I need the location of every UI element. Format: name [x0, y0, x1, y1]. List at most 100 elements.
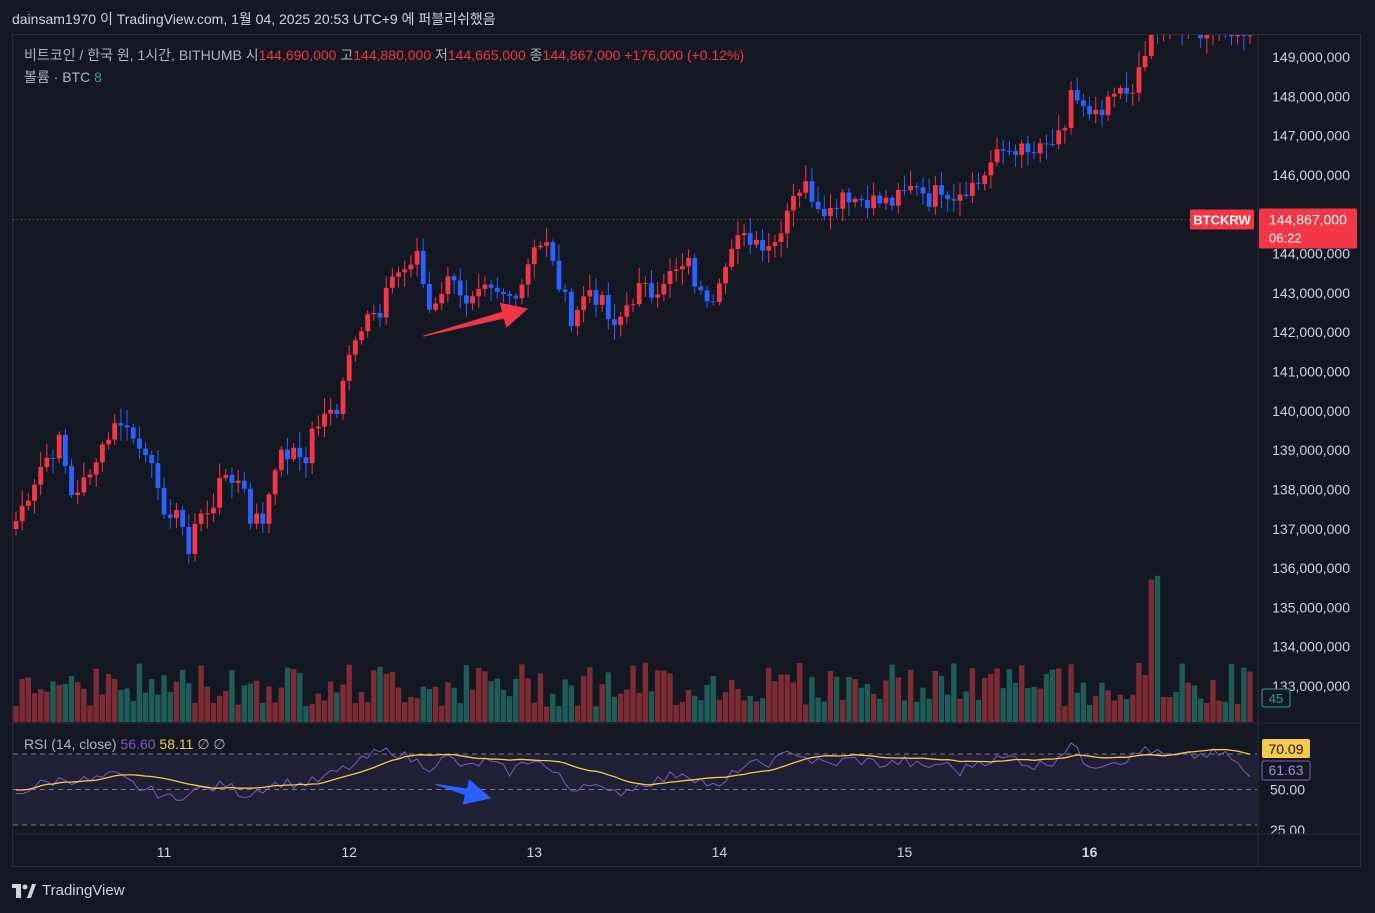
candle-body: [852, 198, 858, 203]
volume-bar: [1142, 675, 1148, 722]
candle-body: [1229, 35, 1234, 37]
volume-bar: [821, 701, 827, 722]
candle-body: [383, 287, 389, 318]
volume-bar: [778, 674, 784, 722]
volume-bar: [1049, 669, 1056, 722]
volume-bar: [772, 681, 778, 722]
volume-label: 볼륨 · BTC: [24, 69, 91, 85]
candle-body: [599, 295, 605, 305]
tradingview-logo-icon: [12, 883, 36, 898]
candle-body: [846, 192, 852, 203]
volume-bar: [99, 694, 106, 722]
volume-bar: [1105, 690, 1111, 722]
volume-bar: [1093, 696, 1099, 722]
rsi-lines: [15, 742, 1251, 801]
volume-bar: [679, 701, 686, 722]
candle-body: [636, 283, 642, 305]
candle-body: [550, 242, 556, 261]
volume-bar: [1204, 702, 1210, 722]
volume-bar: [1006, 669, 1013, 722]
time-tick-label: 13: [526, 844, 542, 860]
candle-body: [593, 290, 599, 305]
price-tick-label: 147,000,000: [1272, 128, 1350, 144]
volume-bar: [846, 676, 852, 722]
candle-body: [93, 462, 99, 475]
volume-bar: [309, 704, 315, 722]
price-tick-label: 144,000,000: [1272, 246, 1350, 262]
volume-bar: [1099, 682, 1105, 722]
tradingview-brand[interactable]: TradingView: [12, 882, 125, 899]
volume-bar: [593, 706, 599, 722]
candle-body: [124, 425, 130, 428]
volume-bar: [895, 677, 902, 722]
volume-bar: [130, 700, 136, 722]
volume-bar: [136, 663, 143, 722]
time-tick-label: 14: [712, 844, 728, 860]
candle-body: [1043, 143, 1049, 145]
volume-bar: [926, 698, 932, 722]
volume-bar: [981, 678, 988, 722]
candle-body: [87, 474, 93, 478]
volume-bar: [550, 693, 556, 722]
open-value: 144,690,000: [258, 47, 337, 63]
volume-bar: [1197, 698, 1204, 722]
volume-bar: [630, 665, 636, 722]
volume-bar: [1123, 699, 1130, 722]
candle-body: [1056, 130, 1062, 145]
candle-body: [1174, 24, 1179, 30]
rsi-tick-50: 50.00: [1270, 782, 1305, 798]
volume-bar: [673, 705, 679, 722]
candle-body: [371, 312, 377, 315]
candle-body: [439, 294, 445, 304]
candle-body: [13, 521, 19, 529]
rsi-axis-mask: [1259, 834, 1360, 866]
volume-bar: [31, 693, 38, 722]
candle-body: [686, 258, 691, 267]
candle-body: [99, 444, 105, 463]
volume-bar: [451, 687, 457, 722]
volume-bar: [519, 664, 525, 722]
candle-body: [679, 266, 685, 270]
volume-bar: [531, 702, 537, 722]
candle-body: [1093, 109, 1099, 115]
candle-body: [44, 457, 50, 467]
price-tick-label: 139,000,000: [1272, 442, 1350, 458]
candle-body: [1124, 87, 1129, 94]
time-tick-label: 12: [341, 844, 357, 860]
volume-bar: [988, 673, 994, 722]
candle-body: [494, 287, 500, 292]
candle-body: [605, 295, 611, 320]
volume-bar: [1043, 673, 1050, 722]
candle-body: [1155, 26, 1160, 31]
volume-bar: [87, 705, 93, 722]
candle-body: [470, 296, 475, 304]
volume-bar: [543, 706, 550, 722]
candle-body: [420, 250, 426, 285]
change-value: +176,000 (+0.12%): [624, 47, 745, 63]
candle-body: [920, 187, 926, 194]
volume-bar: [685, 689, 692, 722]
volume-bar: [648, 691, 655, 722]
volume-bar: [611, 696, 618, 722]
candle-body: [482, 284, 488, 289]
price-tick-label: 140,000,000: [1272, 403, 1350, 419]
candle-body: [377, 312, 383, 318]
volume-bar: [124, 688, 130, 722]
volume-bar: [13, 706, 19, 722]
candle-body: [451, 276, 457, 281]
candle-body: [976, 182, 981, 184]
candle-body: [414, 250, 420, 265]
volume-bar: [1117, 694, 1124, 722]
candle-body: [538, 245, 543, 248]
candle-body: [69, 466, 74, 496]
rsi-ma-tag: [1262, 739, 1310, 758]
volume-bar: [105, 674, 112, 722]
candle-body: [1006, 150, 1012, 152]
candle-body: [612, 319, 617, 325]
candle-body: [951, 199, 957, 201]
candle-body: [1204, 35, 1210, 39]
volume-bar: [1031, 686, 1037, 722]
candle-body: [932, 185, 938, 207]
volume-bar: [796, 663, 803, 722]
